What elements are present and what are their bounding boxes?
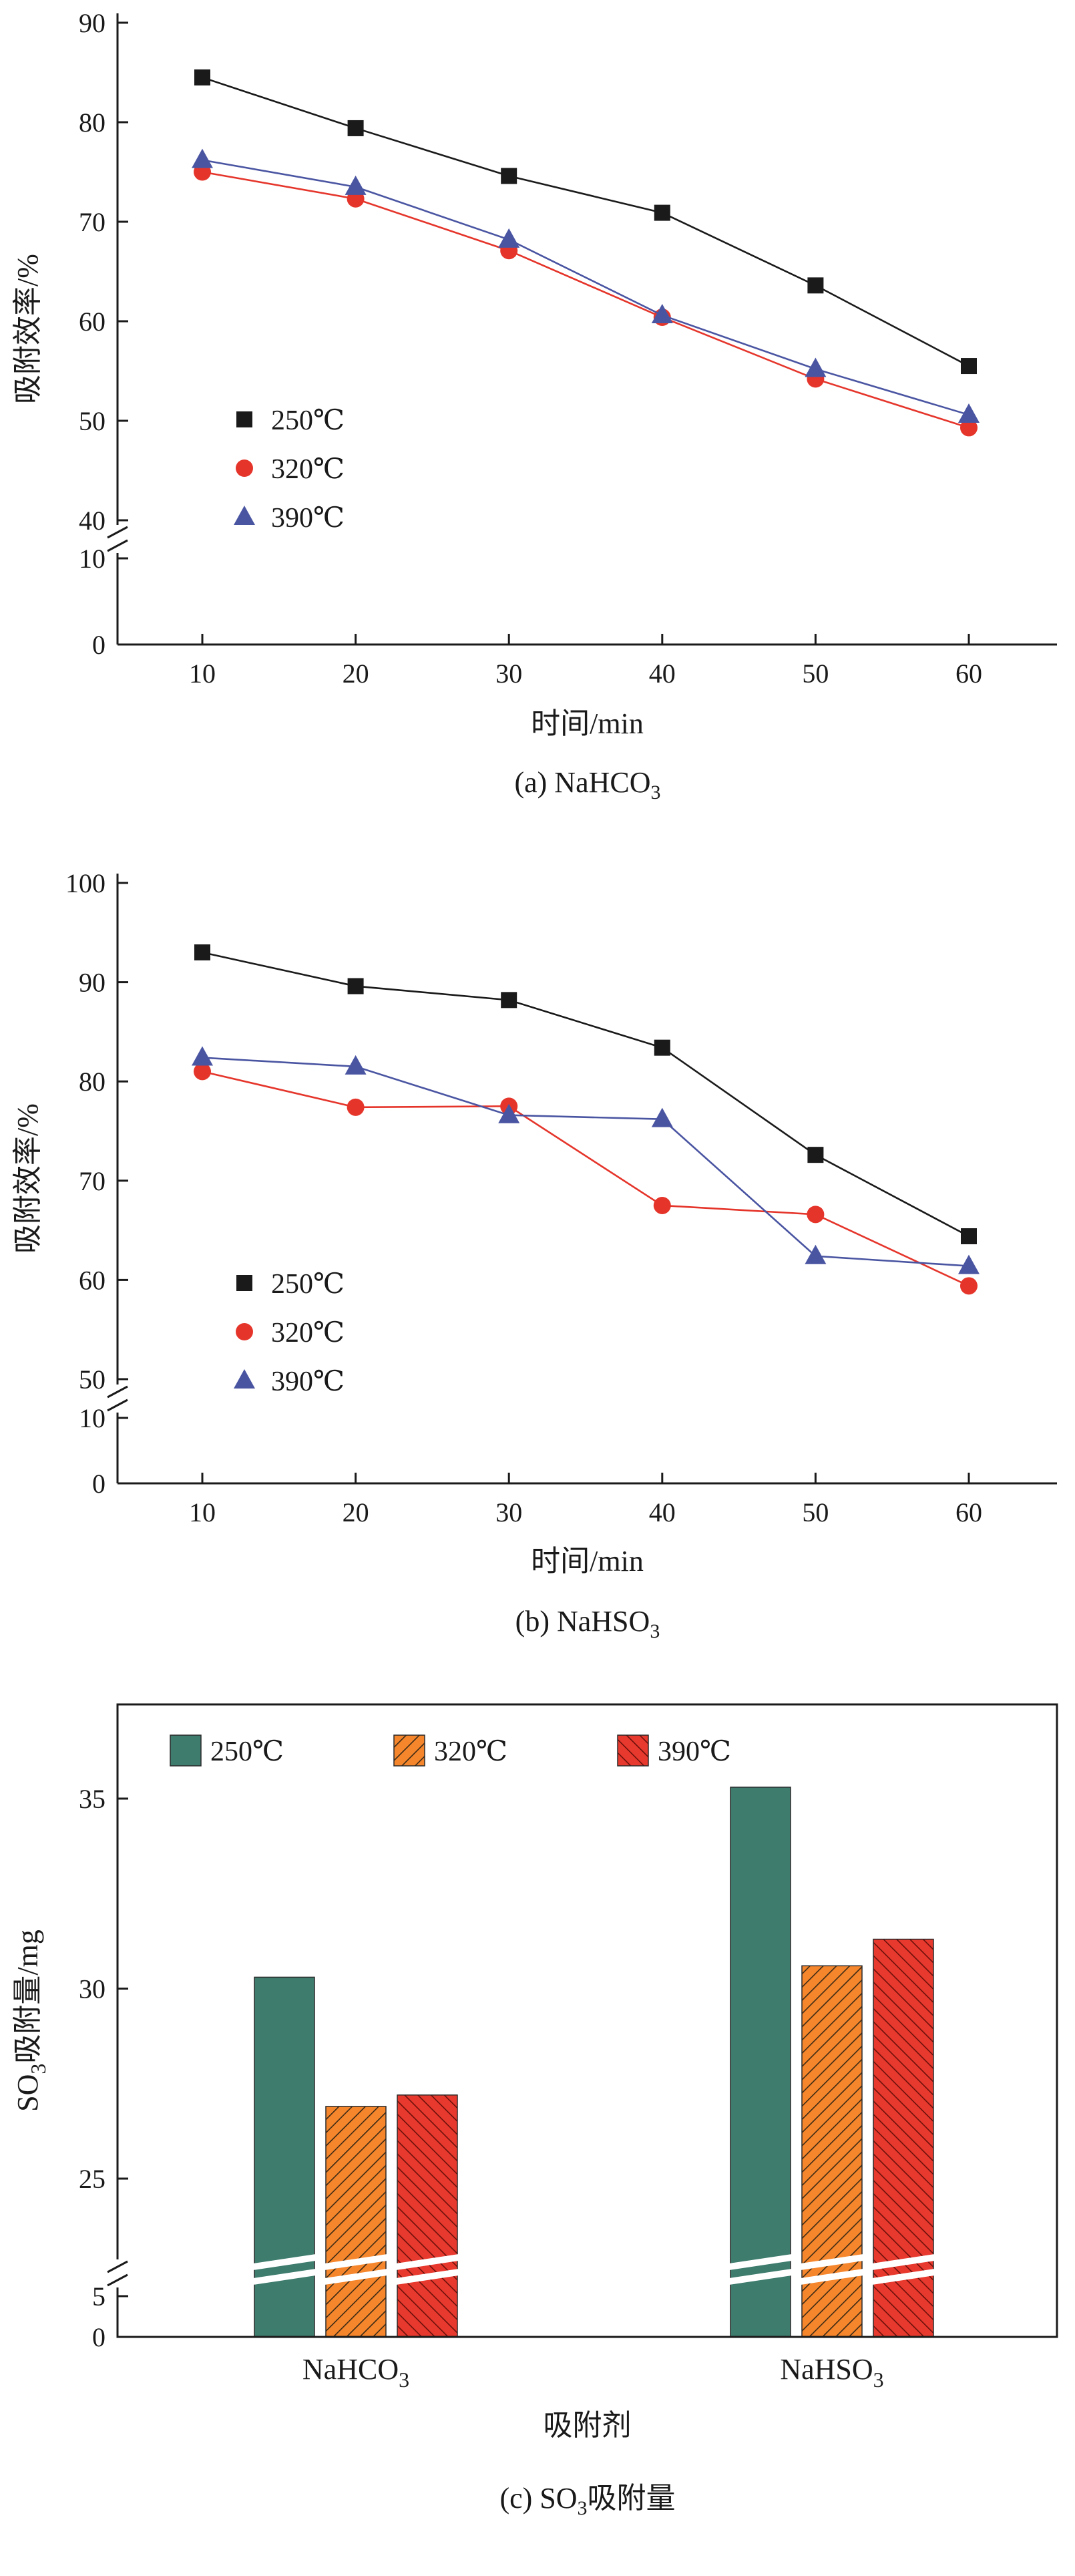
svg-text:320℃: 320℃ [271,1318,345,1348]
svg-text:0: 0 [92,2322,105,2352]
svg-text:390℃: 390℃ [271,503,345,534]
svg-text:50: 50 [79,1364,105,1395]
svg-text:40: 40 [79,506,105,536]
chart-c-caption-text: (c) SO [499,2481,578,2515]
svg-text:90: 90 [79,967,105,997]
svg-text:20: 20 [343,659,369,689]
chart-c-caption-post: 吸附量 [587,2481,676,2515]
chart-c-caption-subscript: 3 [577,2497,588,2519]
svg-text:50: 50 [802,659,829,689]
svg-text:250℃: 250℃ [271,1269,345,1300]
svg-text:10: 10 [79,1403,105,1433]
figure-c: NaHCO3 NaHSO3 0 5 25 30 35 吸附剂 SO3吸附量/mg 250℃ 320℃… [0,1691,1075,2520]
svg-text:40: 40 [649,1497,676,1527]
svg-text:0: 0 [92,630,105,660]
svg-text:SO3吸附量/mg: SO3吸附量/mg [11,1929,50,2112]
svg-text:80: 80 [79,1067,105,1097]
svg-text:90: 90 [79,8,105,38]
svg-text:250℃: 250℃ [210,1736,284,1767]
svg-text:NaHSO3: NaHSO3 [780,2353,883,2392]
chart-a-caption-subscript: 3 [650,781,661,803]
figure-page: 0 10 40 50 60 70 80 90 10 20 30 40 50 60 时间/min 吸附效率/% 2… [0,0,1075,2520]
chart-b-caption-text: (b) NaHSO [515,1604,650,1638]
svg-text:10: 10 [79,544,105,574]
svg-text:70: 70 [79,1166,105,1196]
svg-text:10: 10 [189,1497,216,1527]
svg-text:70: 70 [79,207,105,237]
figure-b: 0 10 50 60 70 80 90 100 10 20 30 40 50 60 时间/min 吸附效率/%… [0,860,1075,1643]
svg-text:20: 20 [343,1497,369,1527]
svg-text:50: 50 [79,406,105,436]
chart-a-canvas: 0 10 40 50 60 70 80 90 10 20 30 40 50 60 时间/min 吸附效率/% 2… [11,8,1057,740]
svg-text:35: 35 [79,1784,105,1814]
figure-a: 0 10 40 50 60 70 80 90 10 20 30 40 50 60 时间/min 吸附效率/% 2… [0,0,1075,804]
svg-text:时间/min: 时间/min [531,1545,644,1578]
svg-text:30: 30 [79,1974,105,2004]
svg-text:吸附效率/%: 吸附效率/% [11,1103,44,1254]
svg-text:时间/min: 时间/min [531,707,644,740]
svg-text:60: 60 [955,1497,982,1527]
svg-text:390℃: 390℃ [271,1366,345,1397]
svg-text:320℃: 320℃ [271,454,345,485]
svg-text:30: 30 [495,1497,522,1527]
svg-text:60: 60 [955,659,982,689]
svg-text:NaHCO3: NaHCO3 [302,2353,409,2392]
svg-text:25: 25 [79,2164,105,2194]
svg-text:吸附剂: 吸附剂 [544,2409,632,2442]
chart-a-caption-text: (a) NaHCO [514,766,651,799]
svg-text:100: 100 [65,868,105,898]
svg-text:250℃: 250℃ [271,405,345,436]
svg-text:60: 60 [79,1265,105,1295]
chart-b-canvas: 0 10 50 60 70 80 90 100 10 20 30 40 50 60 时间/min 吸附效率/%… [11,868,1057,1578]
svg-text:320℃: 320℃ [434,1736,507,1767]
svg-text:50: 50 [802,1497,829,1527]
chart-b-caption-subscript: 3 [650,1620,660,1642]
svg-text:60: 60 [79,307,105,337]
chart-c-caption: (c) SO3吸附量 [0,2474,1075,2520]
svg-text:吸附效率/%: 吸附效率/% [11,254,44,404]
svg-text:5: 5 [92,2281,105,2312]
svg-text:30: 30 [495,659,522,689]
chart-c-canvas: NaHCO3 NaHSO3 0 5 25 30 35 吸附剂 SO3吸附量/mg 250℃ 320℃… [11,1703,1058,2442]
svg-text:10: 10 [189,659,216,689]
svg-text:390℃: 390℃ [658,1736,731,1767]
chart-a-caption: (a) NaHCO3 [0,765,1075,804]
svg-text:80: 80 [79,108,105,138]
svg-text:0: 0 [92,1469,105,1499]
svg-text:40: 40 [649,659,676,689]
chart-b-caption: (b) NaHSO3 [0,1604,1075,1643]
